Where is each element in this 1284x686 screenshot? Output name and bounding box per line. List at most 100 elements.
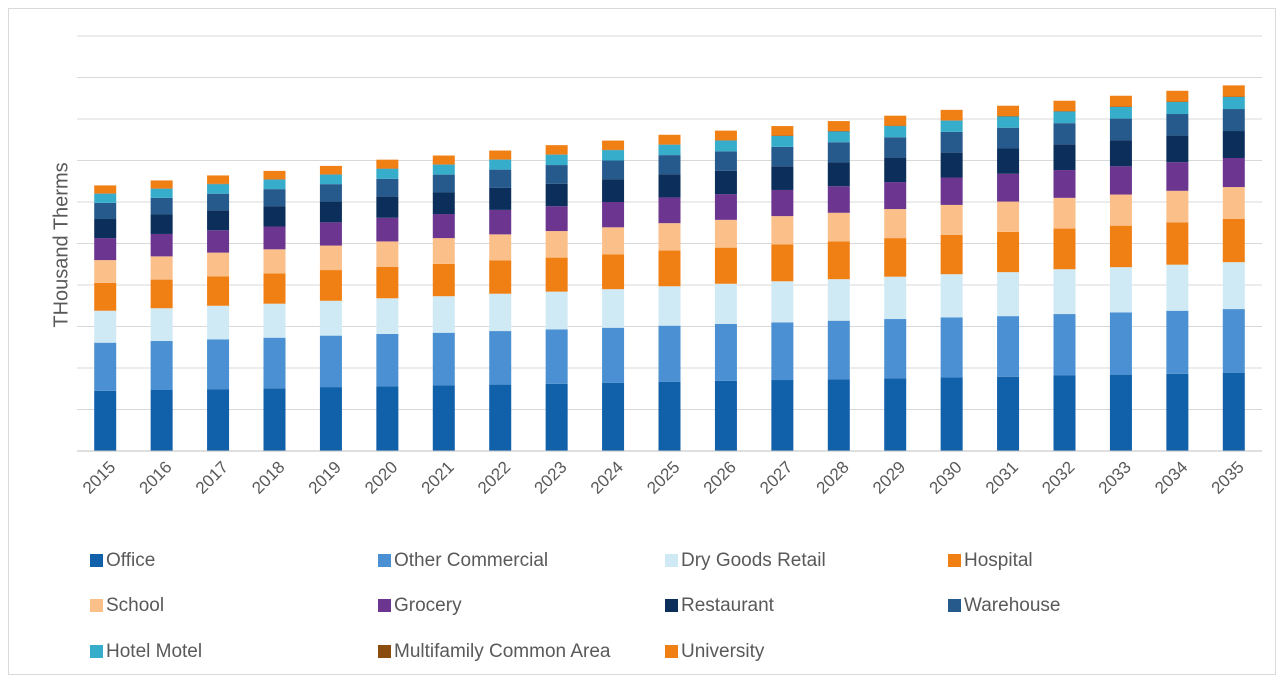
bar-segment: [489, 385, 511, 451]
bar-segment: [1110, 166, 1132, 194]
bar-segment: [94, 391, 116, 451]
bar-segment: [94, 238, 116, 260]
bar-segment: [771, 190, 793, 216]
bar-segment: [771, 322, 793, 380]
bar-segment: [602, 150, 624, 160]
bar-segment: [489, 261, 511, 294]
bar-segment: [151, 256, 173, 279]
bar-segment: [1054, 112, 1076, 124]
bar-segment: [997, 174, 1019, 202]
bar-segment: [1166, 162, 1188, 191]
bar-segment: [715, 248, 737, 284]
bar-segment: [715, 220, 737, 248]
bar-segment: [1166, 374, 1188, 451]
bar-segment: [1110, 119, 1132, 141]
bar-segment: [546, 206, 568, 231]
bar-segment: [1166, 222, 1188, 264]
bar-segment: [997, 202, 1019, 232]
legend-swatch: [90, 599, 103, 612]
bar-segment: [1166, 191, 1188, 223]
bar-segment: [94, 194, 116, 203]
bar-segment: [207, 339, 229, 389]
legend-swatch: [378, 599, 391, 612]
bar-segment: [884, 319, 906, 378]
bar-segment: [1110, 226, 1132, 268]
bar-segment: [320, 202, 342, 223]
bar-segment: [151, 189, 173, 198]
bar-segment: [715, 151, 737, 171]
bar-segment: [715, 171, 737, 194]
bar-segment: [941, 153, 963, 178]
bar-segment: [715, 131, 737, 141]
bar-segment: [1054, 229, 1076, 270]
bar-segment: [941, 274, 963, 317]
bar-segment: [997, 316, 1019, 377]
bar-segment: [376, 218, 398, 242]
bar-segment: [376, 334, 398, 386]
bar-segment: [1110, 195, 1132, 226]
bar-segment: [715, 324, 737, 381]
bar-segment: [1223, 158, 1245, 187]
bar-segment: [1166, 311, 1188, 374]
bar-segment: [659, 145, 681, 155]
bar-segment: [884, 126, 906, 137]
bar-segment: [376, 241, 398, 266]
bar-segment: [828, 321, 850, 380]
bar-segment: [828, 241, 850, 279]
bar-segment: [941, 317, 963, 377]
bar-segment: [997, 272, 1019, 316]
legend-swatch: [665, 554, 678, 567]
bar-segment: [659, 286, 681, 325]
bar-segment: [433, 156, 455, 165]
bar-segment: [771, 244, 793, 281]
bar-segment: [828, 162, 850, 186]
bar-segment: [376, 386, 398, 451]
legend-label: Office: [106, 550, 155, 571]
legend-swatch: [948, 554, 961, 567]
bar-segment: [884, 238, 906, 277]
bar-segment: [151, 234, 173, 256]
bar-segment: [715, 381, 737, 451]
bar-segment: [94, 185, 116, 193]
bar-segment: [489, 170, 511, 188]
bar-segment: [771, 147, 793, 167]
bar-segment: [1223, 85, 1245, 96]
bar-segment: [320, 166, 342, 174]
bar-segment: [433, 296, 455, 333]
bar-segment: [1110, 107, 1132, 119]
legend-label: Grocery: [394, 595, 462, 616]
bar-segment: [997, 106, 1019, 116]
bar-segment: [1166, 102, 1188, 114]
bar-segment: [1166, 91, 1188, 102]
bar-segment: [602, 161, 624, 180]
bar-segment: [1054, 170, 1076, 198]
bar-segment: [715, 141, 737, 152]
bar-segment: [828, 213, 850, 242]
bar-segment: [715, 194, 737, 220]
legend-label: Restaurant: [681, 595, 775, 616]
bar-segment: [320, 387, 342, 451]
bar-segment: [1054, 144, 1076, 170]
bar-segment: [264, 226, 286, 249]
bar-segment: [1110, 140, 1132, 166]
bar-segment: [489, 234, 511, 260]
bar-segment: [1054, 314, 1076, 375]
bar-segment: [1110, 312, 1132, 374]
bar-segment: [489, 210, 511, 234]
bar-segment: [828, 186, 850, 213]
bar-segment: [207, 175, 229, 183]
bar-segment: [997, 117, 1019, 128]
bar-segment: [1054, 198, 1076, 229]
bar-segment: [1054, 101, 1076, 111]
bar-segment: [433, 192, 455, 214]
bar-segment: [941, 235, 963, 274]
bar-segment: [376, 298, 398, 334]
bar-segment: [828, 131, 850, 142]
bar-segment: [433, 238, 455, 264]
bar-segment: [94, 311, 116, 343]
bar-segment: [264, 206, 286, 226]
bar-segment: [659, 251, 681, 287]
bar-segment: [376, 179, 398, 197]
bar-segment: [1223, 131, 1245, 158]
